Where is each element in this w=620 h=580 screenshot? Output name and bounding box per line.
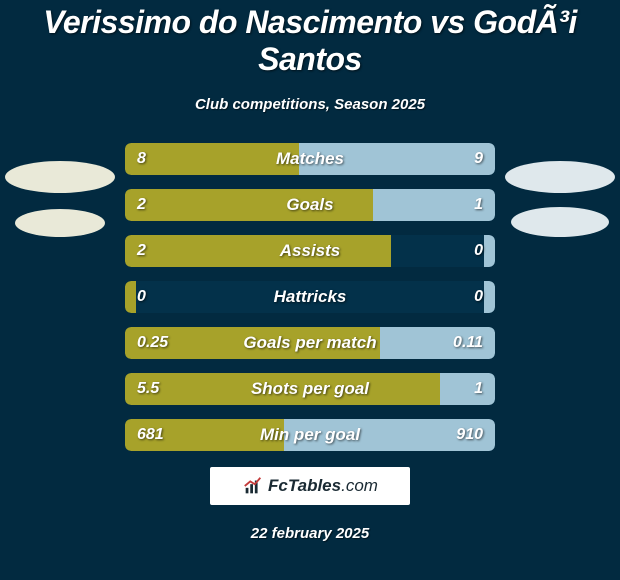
left-team-ellipse	[15, 209, 105, 237]
stat-label: Shots per goal	[251, 379, 369, 399]
left-bar-fill	[125, 143, 299, 175]
right-value: 0	[474, 242, 483, 260]
left-bar-fill	[125, 189, 373, 221]
stat-label: Goals	[286, 195, 333, 215]
fctables-logo[interactable]: FcTables.com	[210, 467, 410, 505]
stat-row: 0 0 Hattricks	[125, 281, 495, 313]
right-bar-fill	[484, 281, 495, 313]
stat-row: 5.5 1 Shots per goal	[125, 373, 495, 405]
stat-row: 2 1 Goals	[125, 189, 495, 221]
right-team-ellipse	[505, 161, 615, 193]
right-team-ellipse	[511, 207, 609, 237]
chart-area: 8 9 Matches 2 1 Goals 2 0 Assists 0 0 Hattricks 0.25…	[0, 143, 620, 451]
comparison-card: Verissimo do Nascimento vs GodÃ³i Santos…	[0, 0, 620, 580]
stat-label: Min per goal	[260, 425, 360, 445]
stat-row: 681 910 Min per goal	[125, 419, 495, 451]
page-title: Verissimo do Nascimento vs GodÃ³i Santos	[0, 4, 620, 78]
stat-row: 2 0 Assists	[125, 235, 495, 267]
stat-label: Matches	[276, 149, 344, 169]
left-value: 2	[137, 242, 146, 260]
logo-suffix: .com	[341, 476, 378, 495]
logo-text: FcTables.com	[268, 476, 378, 496]
stat-row: 0.25 0.11 Goals per match	[125, 327, 495, 359]
left-value: 2	[137, 196, 146, 214]
subtitle: Club competitions, Season 2025	[0, 96, 620, 113]
right-value: 1	[474, 380, 483, 398]
stat-label: Goals per match	[243, 333, 376, 353]
left-bar-fill	[125, 235, 391, 267]
right-bar-fill	[440, 373, 496, 405]
left-value: 8	[137, 150, 146, 168]
stat-label: Hattricks	[274, 287, 347, 307]
stat-label: Assists	[280, 241, 340, 261]
left-value: 681	[137, 426, 164, 444]
bars-wrapper: 8 9 Matches 2 1 Goals 2 0 Assists 0 0 Hattricks 0.25…	[125, 143, 495, 451]
right-value: 910	[456, 426, 483, 444]
right-value: 0	[474, 288, 483, 306]
left-value: 0	[137, 288, 146, 306]
right-value: 1	[474, 196, 483, 214]
footer-date: 22 february 2025	[0, 525, 620, 542]
chart-icon	[242, 475, 264, 497]
left-value: 0.25	[137, 334, 168, 352]
left-bar-fill	[125, 281, 136, 313]
right-value: 0.11	[453, 334, 483, 352]
right-value: 9	[474, 150, 483, 168]
right-bar-fill	[484, 235, 495, 267]
left-value: 5.5	[137, 380, 159, 398]
logo-main: FcTables	[268, 476, 341, 495]
left-team-ellipse	[5, 161, 115, 193]
stat-row: 8 9 Matches	[125, 143, 495, 175]
